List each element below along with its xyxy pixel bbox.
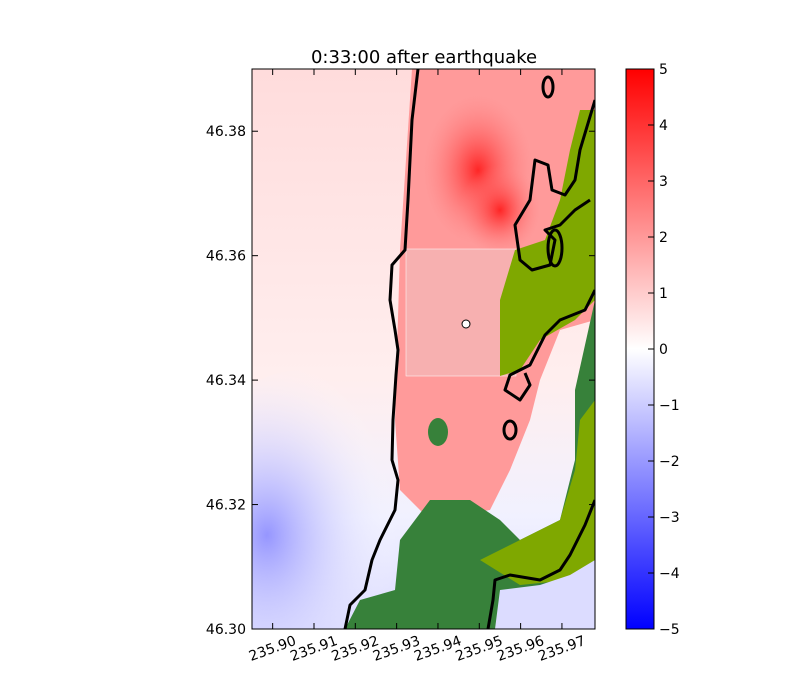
colorbar-tick-label: 0 [659, 342, 668, 358]
colorbar-tick-label: 1 [659, 286, 668, 302]
detail-grid-patch [405, 248, 517, 377]
y-tick-label: 46.30 [206, 622, 246, 638]
inundated-area [495, 560, 595, 629]
y-axis: 46.30 46.32 46.34 46.36 46.38 [206, 124, 595, 638]
plot-area [252, 69, 595, 629]
colorbar-tick-label: 5 [659, 62, 668, 78]
colorbar-tick-label: 2 [659, 230, 668, 246]
shoreline-contour [546, 228, 564, 268]
shoreline-contour [486, 499, 595, 629]
y-tick-label: 46.32 [206, 498, 246, 514]
colorbar-tick-label: −1 [659, 398, 680, 414]
chart-title: 0:33:00 after earthquake [311, 47, 537, 68]
island [428, 418, 448, 446]
colorbar-tick-label: −3 [659, 510, 680, 526]
colorbar-tick-label: 3 [659, 174, 668, 190]
shoreline-contour [343, 69, 420, 629]
y-tick-label: 46.34 [206, 373, 246, 389]
y-tick-label: 46.38 [206, 124, 246, 140]
colorbar: −5 −4 −3 −2 −1 0 1 2 3 4 5 [625, 62, 680, 638]
high-amplitude-zone [460, 165, 540, 255]
low-land [480, 400, 595, 585]
colorbar-tick-label: −4 [659, 566, 680, 582]
y-tick-label: 46.36 [206, 249, 246, 265]
shoreline-contour [541, 75, 555, 99]
x-tick-label: 235.97 [536, 633, 588, 665]
colorbar-ticks: −5 −4 −3 −2 −1 0 1 2 3 4 5 [648, 62, 680, 638]
shoreline-contour [513, 99, 595, 272]
colorbar-tick-label: −2 [659, 454, 680, 470]
colorbar-tick-label: 4 [659, 118, 668, 134]
colorbar-tick-label: −5 [659, 622, 680, 638]
plot-frame [251, 68, 596, 630]
shoreline-contour [503, 289, 595, 402]
shoreline-contour [502, 419, 518, 441]
gauge-marker [461, 319, 471, 329]
